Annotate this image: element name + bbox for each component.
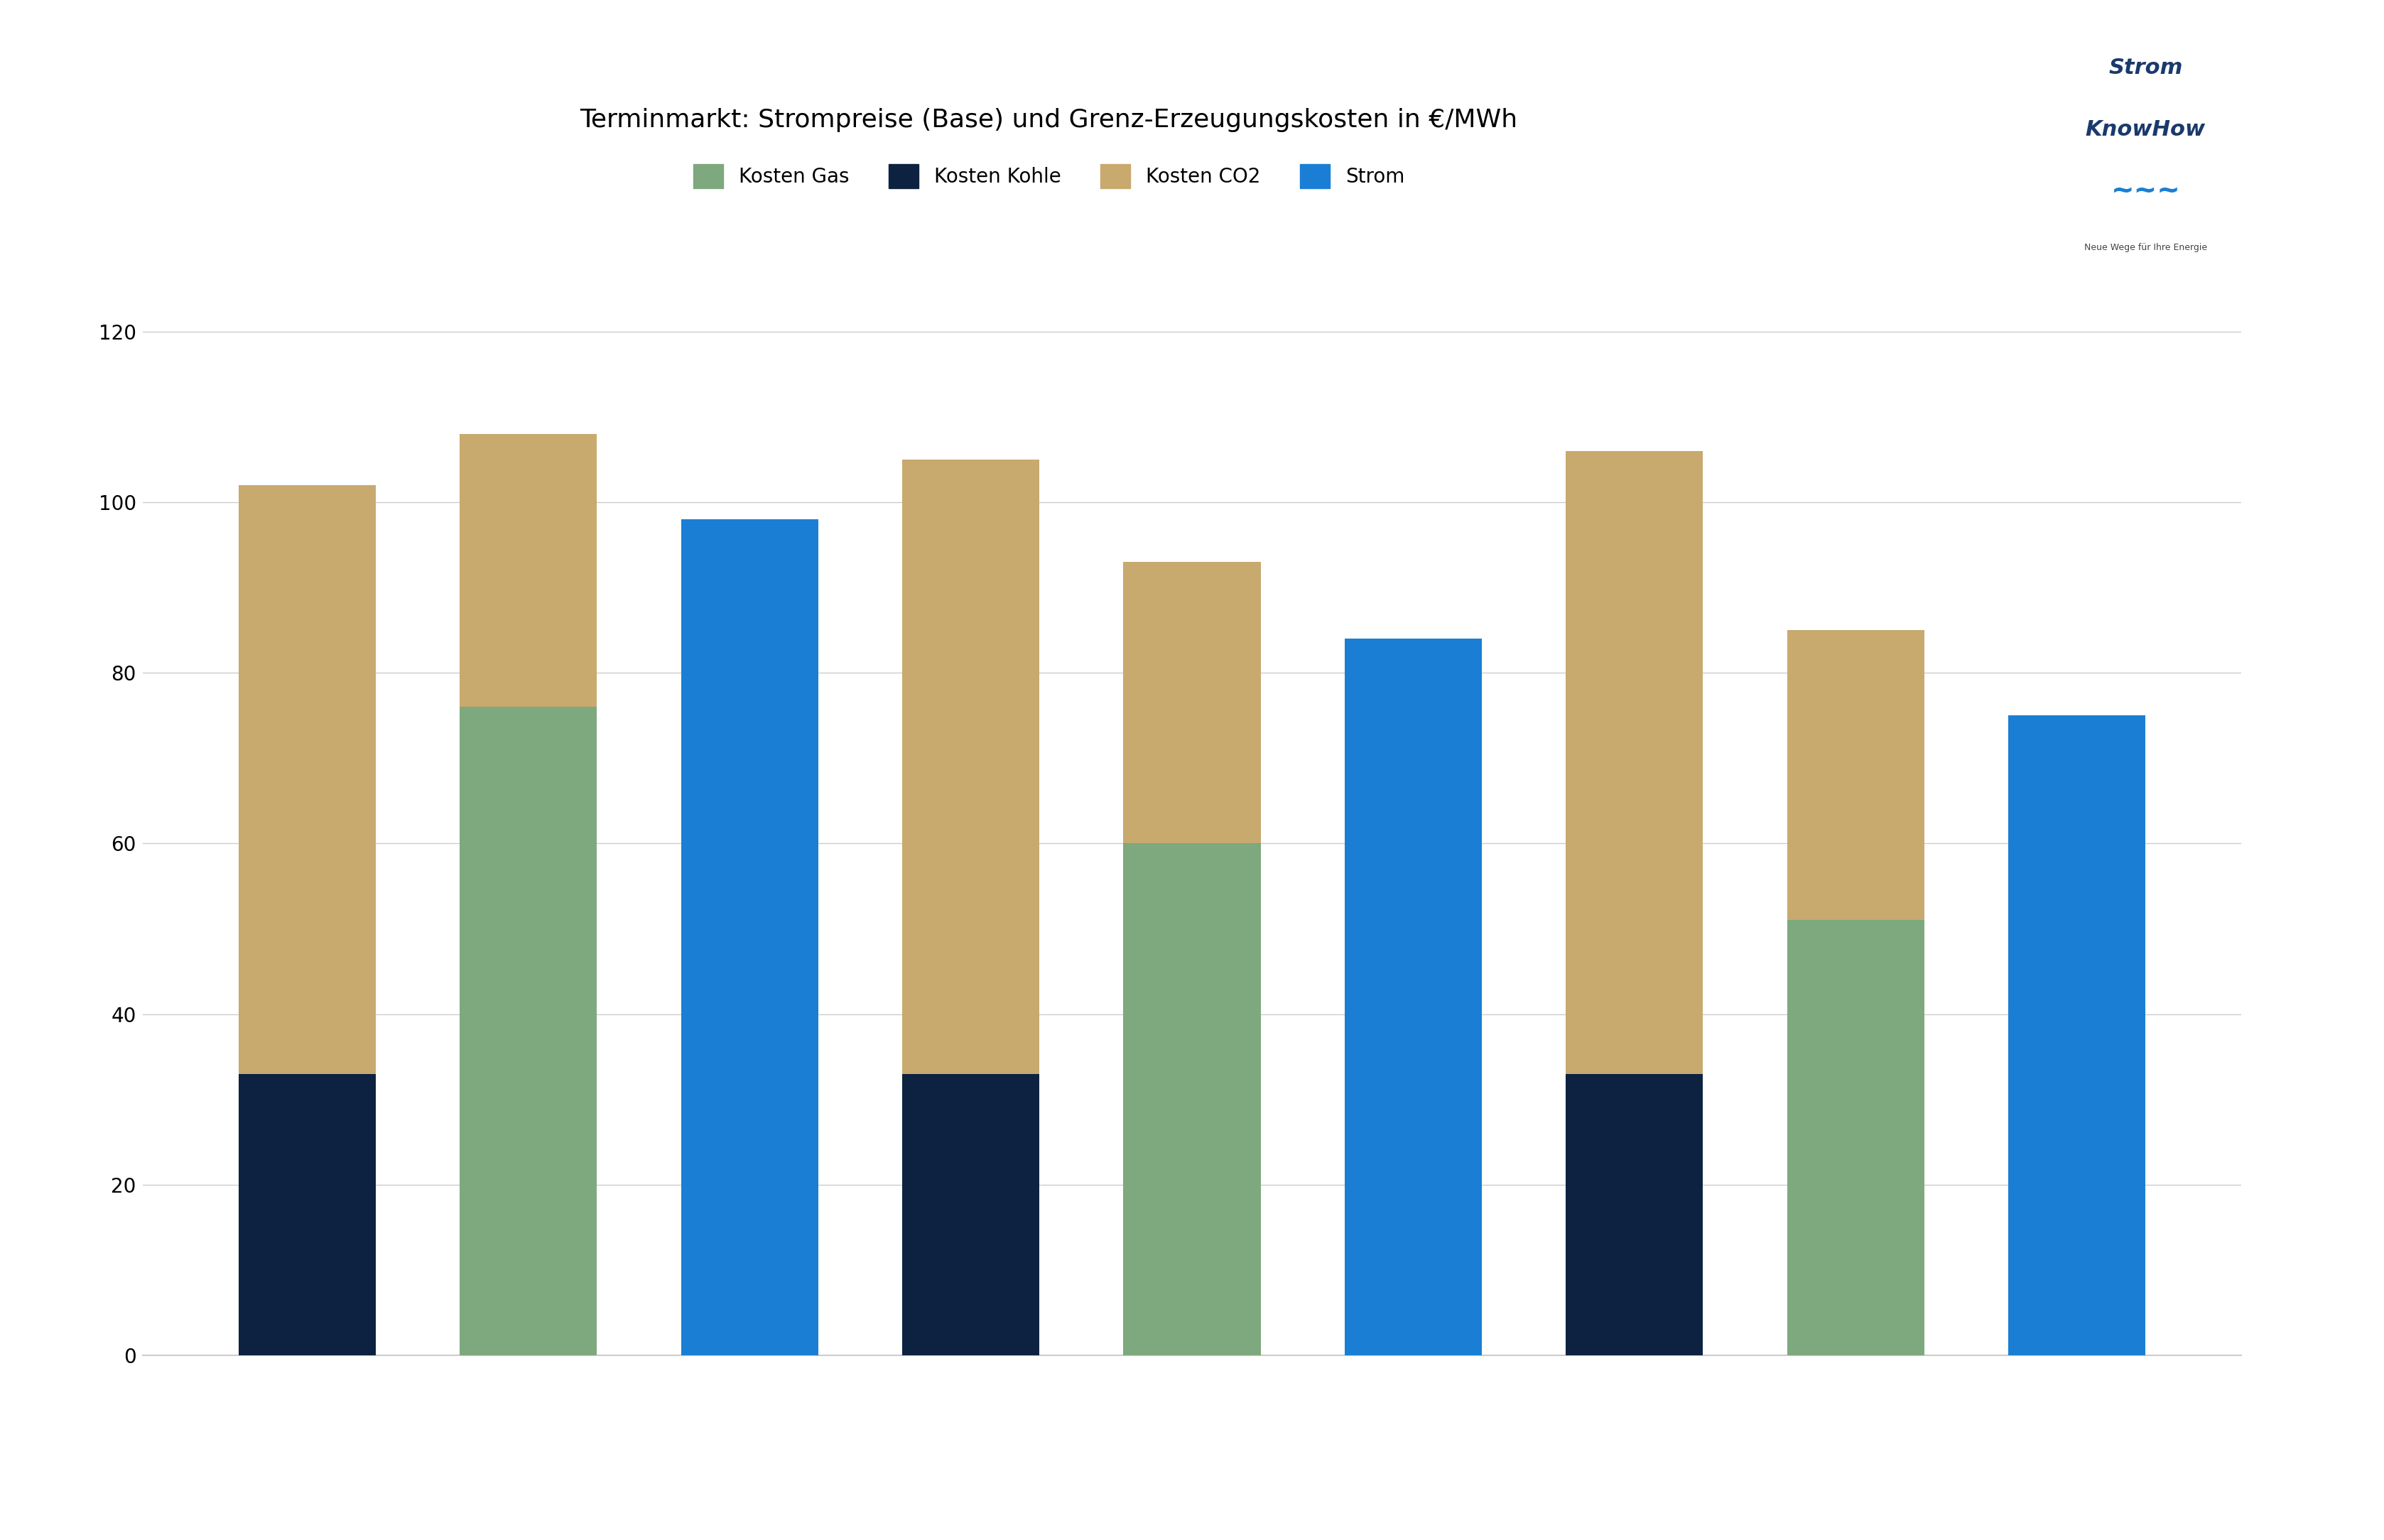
Bar [1566, 1073, 1702, 1355]
Legend: Kosten Gas, Kosten Kohle, Kosten CO2, Strom: Kosten Gas, Kosten Kohle, Kosten CO2, St… [694, 163, 1404, 188]
Bar [1566, 451, 1702, 1073]
Bar [460, 707, 596, 1355]
Bar [2007, 716, 2146, 1355]
Bar [1345, 639, 1483, 1355]
Text: KnowHow: KnowHow [2086, 119, 2205, 140]
Bar [901, 459, 1039, 1073]
Bar [1788, 921, 1924, 1355]
Bar [901, 1073, 1039, 1355]
Text: Strom: Strom [2107, 57, 2184, 79]
Bar [1788, 630, 1924, 921]
Text: ~~~: ~~~ [2110, 177, 2181, 205]
Bar [238, 1073, 377, 1355]
Bar [682, 519, 818, 1355]
Text: Neue Wege für Ihre Energie: Neue Wege für Ihre Energie [2084, 243, 2208, 253]
Bar [460, 434, 596, 707]
Text: Terminmarkt: Strompreise (Base) und Grenz-Erzeugungskosten in €/MWh: Terminmarkt: Strompreise (Base) und Gren… [579, 108, 1519, 132]
Bar [1123, 562, 1261, 844]
Bar [238, 485, 377, 1073]
Bar [1123, 844, 1261, 1355]
